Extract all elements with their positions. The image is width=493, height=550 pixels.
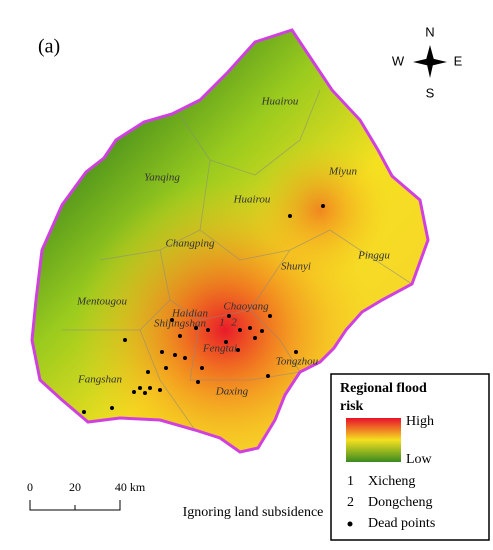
legend-dot	[347, 521, 353, 527]
legend-title-line: Regional flood	[340, 381, 427, 396]
legend-key: 2	[347, 495, 354, 510]
scale-label: 0	[27, 480, 33, 494]
compass: N W E S	[392, 24, 463, 100]
scale-label: 20	[69, 480, 81, 494]
compass-n: N	[425, 24, 434, 39]
scale-bar: 0 20 40 km	[27, 480, 146, 511]
legend-title-line: risk	[340, 399, 364, 414]
panel-label: (a)	[38, 36, 60, 58]
caption: Ignoring land subsidence	[183, 505, 324, 520]
district-label: Tongzhou	[276, 356, 319, 368]
legend-title: Regional flood risk	[340, 381, 430, 414]
compass-s: S	[426, 85, 435, 100]
legend-item: Xicheng	[368, 474, 415, 489]
legend-high: High	[406, 414, 434, 429]
district-label: Huairou	[233, 194, 271, 206]
district-label: Pinggu	[357, 250, 390, 262]
district-label: Huairou	[261, 96, 299, 108]
scale-label: 40 km	[115, 480, 146, 494]
district-label: Chaoyang	[223, 301, 269, 313]
district-label: Shunyi	[281, 261, 311, 273]
compass-w: W	[392, 53, 405, 68]
district-label: Haidian	[171, 308, 209, 320]
map-number: 1	[219, 317, 225, 329]
district-label: Miyun	[328, 166, 358, 178]
map-number: 2	[231, 317, 237, 329]
district-label: Yanqing	[144, 172, 180, 184]
legend-ramp	[346, 418, 401, 462]
dead-points	[82, 204, 325, 414]
district-label: Mentougou	[76, 296, 128, 308]
compass-e: E	[454, 53, 463, 68]
legend-key: 1	[347, 474, 354, 489]
legend-low: Low	[406, 452, 433, 467]
district-label: Shijingshan	[154, 318, 206, 330]
legend: Regional flood risk High Low 1 Xicheng 2…	[330, 373, 490, 541]
district-label: Changping	[166, 238, 215, 250]
legend-item: Dead points	[368, 516, 435, 531]
district-label: Daxing	[215, 386, 249, 398]
district-label: Fengtai	[202, 343, 237, 355]
legend-item: Dongcheng	[368, 495, 433, 510]
district-borders	[62, 89, 413, 431]
district-label: Fangshan	[77, 374, 123, 386]
